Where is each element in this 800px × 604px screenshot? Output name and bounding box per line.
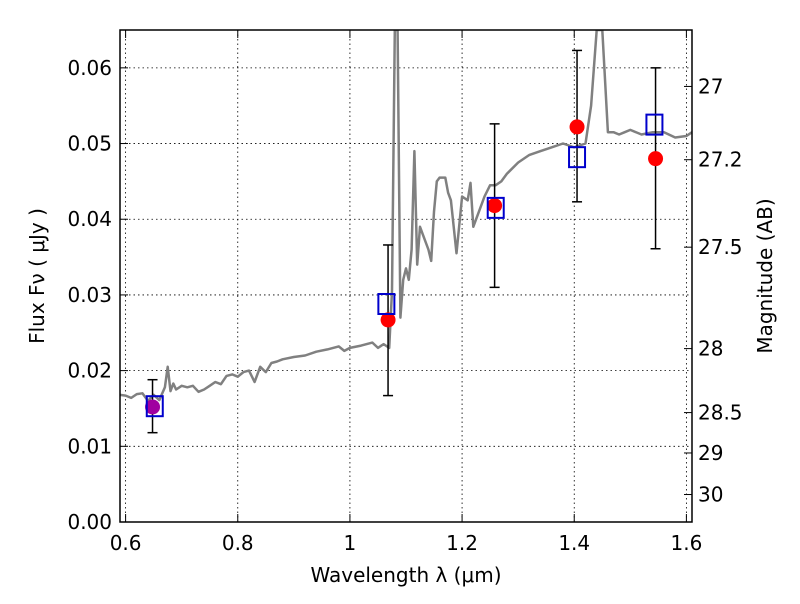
plot-background [120,30,692,522]
x-tick-label: 1.4 [558,531,590,555]
synthetic-points [145,113,664,418]
y-tick-label: 0.03 [67,283,112,307]
x-axis-label: Wavelength λ (μm) [310,563,501,587]
x-tick-label: 1.6 [670,531,702,555]
synthetic-point [377,293,396,316]
mag-tick-label: 27.2 [698,148,743,172]
model-spectrum-line [120,30,692,403]
y-tick-label: 0.00 [67,510,112,534]
model-spectrum [120,30,692,403]
y-tick-label: 0.02 [67,359,112,383]
synthetic-point [568,146,587,169]
mag-tick-label: 29 [698,441,723,465]
synthetic-point [486,196,505,219]
mag-tick-label: 27 [698,74,723,98]
observed-point [145,399,161,415]
observed-point [569,119,585,135]
axis-ticks: 0.6 0.8 1 1.2 1.4 1.6 0.00 0.01 0.02 0.03 0.04 0.05… [67,30,743,555]
y-tick-label: 0.04 [67,207,112,231]
mag-tick-label: 27.5 [698,235,743,259]
synthetic-point [145,395,164,418]
observed-point [487,198,503,214]
x-tick-label: 1.2 [446,531,478,555]
observed-points [145,119,664,415]
mag-tick-label: 30 [698,483,723,507]
y-tick-label: 0.05 [67,132,112,156]
plot-frame [119,29,693,523]
y-right-axis-label: Magnitude (AB) [753,198,777,353]
x-tick-label: 0.8 [222,531,254,555]
y-tick-label: 0.06 [67,56,112,80]
synthetic-point [645,113,664,136]
mag-tick-label: 28.5 [698,401,743,425]
y-axis-label: Flux Fν ( μJy ) [25,208,49,344]
grid [120,30,692,522]
x-tick-label: 0.6 [110,531,142,555]
observed-point [380,312,396,328]
x-tick-label: 1 [344,531,357,555]
y-tick-label: 0.01 [67,434,112,458]
observed-point [648,151,664,167]
mag-tick-label: 28 [698,337,723,361]
